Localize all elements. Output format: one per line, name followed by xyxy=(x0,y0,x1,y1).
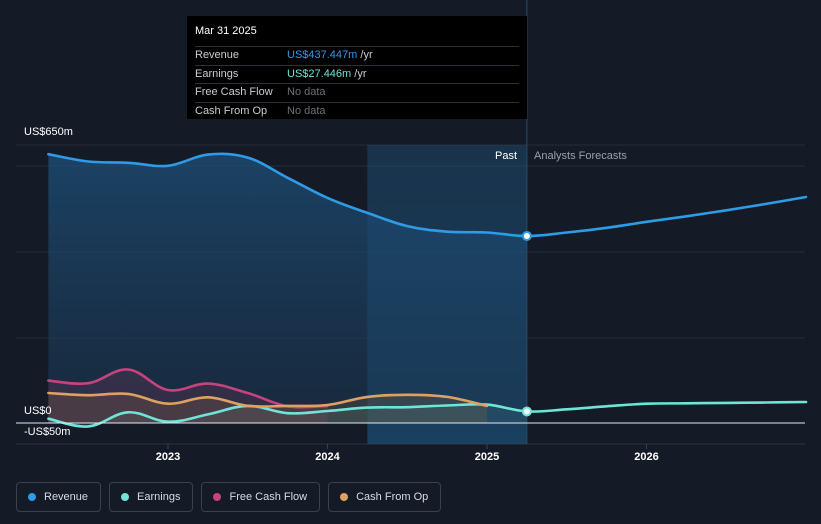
tooltip-value: US$27.446m /yr xyxy=(287,66,367,84)
tooltip-value: US$437.447m /yr xyxy=(287,47,373,65)
series-lines xyxy=(47,152,808,428)
y-tick-top: US$650m xyxy=(24,126,73,138)
x-tick-2026: 2026 xyxy=(634,451,659,463)
tooltip-value-number: No data xyxy=(287,104,326,117)
tooltip-label: Revenue xyxy=(195,49,240,61)
legend-dot-icon xyxy=(213,493,222,501)
tooltip-value-number: No data xyxy=(287,86,326,98)
tooltip-label: Earnings xyxy=(195,67,239,80)
tooltip-value: No data xyxy=(287,103,326,121)
revenue-area xyxy=(48,153,527,423)
past-label: Past xyxy=(495,150,518,162)
legend-item-earnings[interactable]: Earnings xyxy=(109,482,194,512)
tooltip-row-earnings: Earnings US$27.446m /yr xyxy=(195,64,519,84)
tooltip-panel: Mar 31 2025 Revenue US$437.447m /yr Earnin… xyxy=(187,16,527,119)
revenue-line xyxy=(47,152,808,238)
legend-item-free-cash-flow[interactable]: Free Cash Flow xyxy=(201,482,321,512)
free-cash-flow-area xyxy=(48,369,328,423)
tooltip-value-number: US$437.447m xyxy=(287,49,358,61)
y-tick-zero: US$0 xyxy=(24,405,52,417)
legend-dot-icon xyxy=(340,493,349,501)
series-areas xyxy=(48,153,527,427)
x-tick-2023: 2023 xyxy=(155,451,181,463)
cash-from-op-line xyxy=(47,391,489,408)
revenue-highlight-point xyxy=(521,230,532,241)
tooltip-date: Mar 31 2025 xyxy=(195,25,257,37)
legend-label: Free Cash Flow xyxy=(229,491,308,503)
tooltip-row-free-cash-flow: Free Cash Flow No data xyxy=(195,83,519,102)
x-tick-2024: 2024 xyxy=(315,451,340,463)
legend-dot-icon xyxy=(121,493,130,501)
legend-label: Revenue xyxy=(44,491,89,503)
tooltip-label: Free Cash Flow xyxy=(195,86,273,98)
legend-label: Cash From Op xyxy=(356,491,429,503)
tooltip-value-unit: /yr xyxy=(351,67,367,80)
x-tick-2025: 2025 xyxy=(474,451,500,463)
tooltip-value-number: US$27.446m xyxy=(287,67,352,80)
legend-item-revenue[interactable]: Revenue xyxy=(16,482,102,512)
legend-label: Earnings xyxy=(137,491,181,503)
tooltip-label: Cash From Op xyxy=(195,104,268,117)
earnings-area xyxy=(48,404,527,427)
y-tick-bottom: -US$50m xyxy=(24,426,71,438)
tooltip-row-cash-from-op: Cash From Op No data xyxy=(195,101,519,121)
tooltip-value-unit: /yr xyxy=(357,49,373,61)
earnings-line xyxy=(47,400,808,428)
legend-item-cash-from-op[interactable]: Cash From Op xyxy=(328,482,442,512)
highlight-points xyxy=(521,230,532,417)
forecast-label: Analysts Forecasts xyxy=(534,150,627,162)
tooltip-row-revenue: Revenue US$437.447m /yr xyxy=(195,46,519,65)
earnings-highlight-point xyxy=(521,406,532,417)
legend-dot-icon xyxy=(28,493,36,501)
legend: Revenue Earnings Free Cash Flow Cash From O… xyxy=(16,482,442,512)
tooltip-value: No data xyxy=(287,84,326,102)
